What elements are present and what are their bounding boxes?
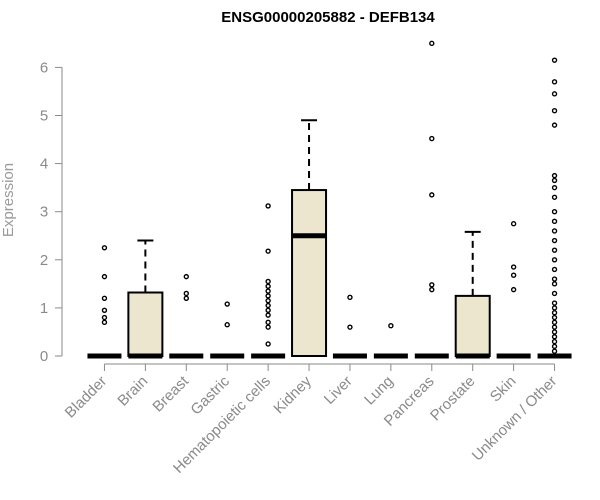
outlier-point: [265, 293, 271, 299]
outlier-point: [551, 194, 558, 200]
outlier-point: [265, 278, 271, 285]
outlier-point: [551, 122, 558, 128]
outlier-point: [551, 257, 558, 263]
outlier-point: [429, 135, 435, 142]
outlier-point: [551, 314, 558, 321]
outlier-point: [551, 177, 558, 184]
x-tick-label: Prostate: [427, 373, 479, 425]
y-tick-label: 6: [40, 59, 48, 76]
outlier-point: [551, 319, 558, 326]
outlier-point: [183, 273, 189, 280]
outlier-point: [101, 273, 108, 280]
outlier-point: [265, 203, 271, 209]
x-tick-label: Kidney: [270, 372, 315, 417]
outlier-point: [551, 228, 558, 234]
outlier-point: [551, 266, 558, 273]
y-tick-label: 4: [40, 156, 48, 173]
outlier-point: [183, 290, 189, 297]
outlier-point: [265, 297, 271, 304]
axes: 0 1 2 3 4 5 6: [40, 59, 556, 371]
outlier-point: [510, 272, 517, 278]
outlier-point: [551, 300, 558, 306]
outlier-point: [551, 334, 558, 340]
x-tick-label: Bladder: [62, 373, 111, 422]
x-tick-label: Brain: [114, 373, 151, 410]
outlier-point: [551, 172, 558, 179]
y-tick-label: 3: [40, 204, 48, 221]
outlier-point: [551, 218, 558, 225]
outlier-point: [551, 281, 558, 287]
box-prostate: [454, 230, 491, 359]
outlier-point: [101, 295, 108, 301]
outlier-point: [551, 329, 558, 335]
outlier-point: [551, 91, 558, 97]
outlier-point: [429, 40, 435, 47]
outlier-point: [265, 312, 271, 318]
outliers: [101, 40, 558, 354]
box-brain: [127, 239, 164, 359]
outlier-point: [510, 286, 517, 293]
outlier-point: [101, 245, 108, 251]
outlier-point: [429, 286, 435, 293]
boxes: [87, 119, 572, 359]
outlier-point: [510, 221, 517, 227]
outlier-point: [265, 307, 271, 314]
outlier-point: [101, 307, 108, 314]
box-kidney: [291, 119, 328, 357]
y-tick-label: 2: [40, 252, 48, 269]
outlier-point: [388, 322, 394, 329]
x-tick-label: Skin: [487, 373, 520, 406]
y-tick-label: 5: [40, 108, 48, 125]
x-tick-label: Lung: [361, 373, 397, 409]
outlier-point: [510, 264, 517, 270]
outlier-point: [551, 343, 558, 350]
outlier-point: [551, 324, 558, 330]
y-tick-label: 0: [40, 348, 48, 365]
outlier-point: [265, 324, 271, 330]
y-tick-label: 1: [40, 300, 48, 317]
outlier-point: [224, 301, 230, 307]
outlier-point: [224, 322, 230, 328]
outlier-point: [429, 282, 435, 288]
outlier-point: [551, 276, 558, 282]
outlier-point: [265, 341, 271, 347]
y-axis-label: Expression: [0, 163, 17, 237]
outlier-point: [551, 184, 558, 191]
outlier-point: [551, 310, 558, 316]
outlier-point: [265, 319, 271, 326]
outlier-point: [265, 288, 271, 294]
outlier-point: [551, 79, 558, 85]
chart-title: ENSG00000205882 - DEFB134: [221, 9, 435, 26]
x-tick-label: Liver: [321, 373, 356, 408]
outlier-point: [101, 314, 108, 321]
box-body: [291, 189, 328, 357]
box-body: [454, 294, 491, 357]
outlier-point: [101, 319, 108, 326]
outlier-point: [265, 283, 271, 289]
x-tick-label: Breast: [149, 372, 192, 415]
outlier-point: [347, 324, 353, 330]
outlier-point: [551, 348, 558, 354]
outlier-point: [551, 57, 558, 63]
outlier-point: [183, 295, 189, 301]
outlier-point: [551, 290, 558, 297]
outlier-point: [347, 294, 353, 301]
outlier-point: [551, 107, 558, 114]
outlier-point: [551, 208, 558, 215]
outlier-point: [551, 338, 558, 345]
outlier-point: [551, 237, 558, 244]
outlier-point: [551, 305, 558, 311]
box-body: [127, 291, 164, 357]
outlier-point: [429, 192, 435, 198]
outlier-point: [551, 247, 558, 253]
outlier-point: [265, 248, 271, 254]
outlier-point: [265, 302, 271, 309]
